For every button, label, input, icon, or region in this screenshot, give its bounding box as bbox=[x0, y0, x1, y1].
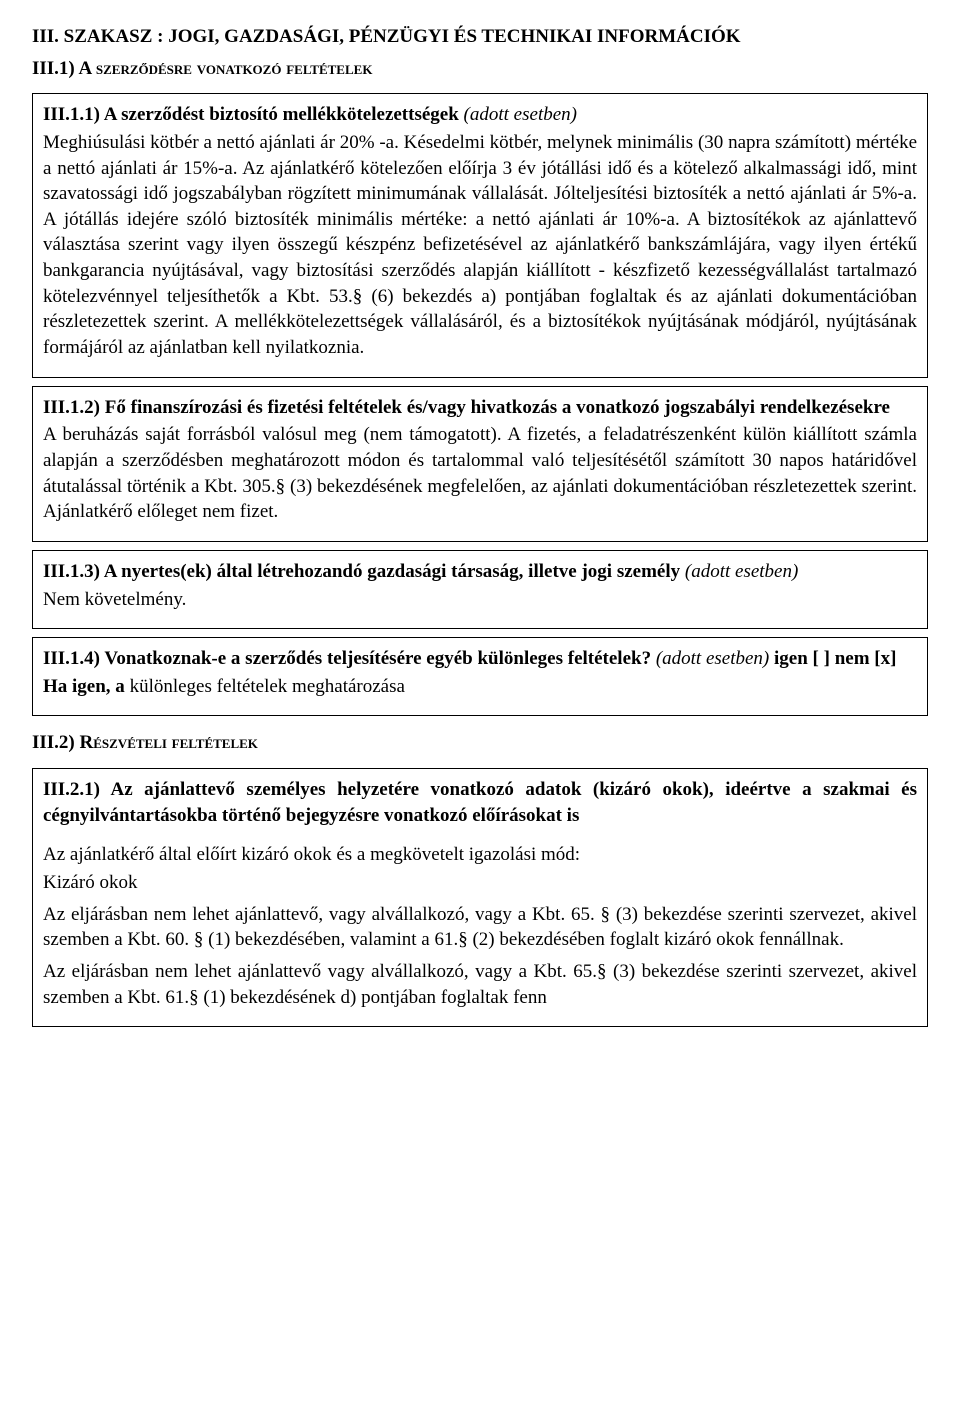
box-iii-1-2: III.1.2) Fő finanszírozási és fizetési f… bbox=[32, 386, 928, 542]
box-iii-1-3: III.1.3) A nyertes(ek) által létrehozand… bbox=[32, 550, 928, 629]
box-iii-2-1-p2: Kizáró okok bbox=[43, 870, 917, 896]
box-iii-1-1-title-italic: (adott esetben) bbox=[464, 104, 577, 125]
box-iii-1-1-title: III.1.1) A szerződést biztosító mellékkö… bbox=[43, 104, 464, 125]
box-iii-1-4-line1-a: III.1.4) Vonatkoznak-e a szerződés telje… bbox=[43, 648, 656, 669]
box-iii-2-1: III.2.1) Az ajánlattevő személyes helyze… bbox=[32, 768, 928, 1027]
box-iii-1-4-line2-rest: különleges feltételek meghatározása bbox=[130, 676, 405, 697]
box-iii-1-2-body: A beruházás saját forrásból valósul meg … bbox=[43, 422, 917, 525]
box-iii-1-4-line2-bold: Ha igen, a bbox=[43, 676, 130, 697]
box-iii-1-3-body: Nem követelmény. bbox=[43, 587, 917, 613]
box-iii-1-3-title-italic: (adott esetben) bbox=[685, 561, 798, 582]
box-iii-1-1-body: Meghiúsulási kötbér a nettó ajánlati ár … bbox=[43, 130, 917, 361]
box-iii-1-4: III.1.4) Vonatkoznak-e a szerződés telje… bbox=[32, 637, 928, 716]
box-iii-2-1-p3: Az eljárásban nem lehet ajánlattevő, vag… bbox=[43, 902, 917, 953]
box-iii-1-1: III.1.1) A szerződést biztosító mellékkö… bbox=[32, 93, 928, 377]
section-3-heading: III. SZAKASZ : JOGI, GAZDASÁGI, PÉNZÜGYI… bbox=[32, 24, 928, 50]
section-3-1-subheading: III.1) A szerződésre vonatkozó feltétele… bbox=[32, 56, 928, 82]
box-iii-2-1-p4: Az eljárásban nem lehet ajánlattevő vagy… bbox=[43, 959, 917, 1010]
box-iii-1-4-line1-italic: (adott esetben) bbox=[656, 648, 769, 669]
box-iii-1-2-title: III.1.2) Fő finanszírozási és fizetési f… bbox=[43, 395, 917, 421]
box-iii-1-4-line1-b: igen [ ] nem [x] bbox=[769, 648, 896, 669]
box-iii-2-1-title: III.2.1) Az ajánlattevő személyes helyze… bbox=[43, 777, 917, 828]
box-iii-1-3-title: III.1.3) A nyertes(ek) által létrehozand… bbox=[43, 561, 685, 582]
section-3-2-subheading: III.2) Részvételi feltételek bbox=[32, 730, 928, 756]
box-iii-2-1-p1: Az ajánlatkérő által előírt kizáró okok … bbox=[43, 842, 917, 868]
